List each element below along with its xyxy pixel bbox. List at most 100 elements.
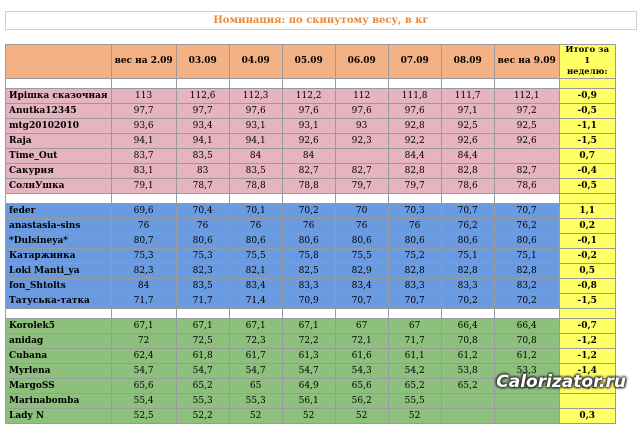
header-date-cell[interactable]: вес на 9.09 — [493, 44, 560, 79]
weight-cell[interactable]: 70 — [334, 203, 389, 219]
weight-cell[interactable]: 75,5 — [334, 248, 389, 264]
weight-cell[interactable]: 53,3 — [493, 363, 560, 379]
weight-cell[interactable]: 83,4 — [334, 278, 389, 294]
weight-cell[interactable]: 92,3 — [334, 133, 389, 149]
weight-cell[interactable]: 92,6 — [493, 133, 560, 149]
weight-cell[interactable]: 76,2 — [440, 218, 495, 234]
weekly-total-cell[interactable] — [558, 393, 616, 409]
weight-cell[interactable]: 78,6 — [493, 178, 560, 194]
header-date-cell[interactable]: 07.09 — [387, 44, 442, 79]
weight-cell[interactable]: 55,3 — [228, 393, 283, 409]
weight-cell[interactable]: 66,4 — [440, 318, 495, 334]
weight-cell[interactable]: 97,7 — [110, 103, 177, 119]
weight-cell[interactable]: 83,5 — [175, 278, 230, 294]
weight-cell[interactable]: 76,2 — [493, 218, 560, 234]
weight-cell[interactable]: 97,6 — [281, 103, 336, 119]
weight-cell[interactable]: 83,4 — [228, 278, 283, 294]
empty-total-cell[interactable] — [558, 193, 616, 204]
header-date-cell[interactable]: вес на 2.09 — [110, 44, 177, 79]
weight-cell[interactable]: 97,7 — [175, 103, 230, 119]
weight-cell[interactable]: 92,6 — [440, 133, 495, 149]
weight-cell[interactable]: 97,6 — [387, 103, 442, 119]
empty-cell[interactable] — [334, 78, 389, 89]
participant-name-cell[interactable]: СолнУшка — [5, 178, 112, 194]
weight-cell[interactable]: 70,2 — [493, 293, 560, 309]
empty-cell[interactable] — [228, 308, 283, 319]
weight-cell[interactable]: 70,7 — [387, 293, 442, 309]
weight-cell[interactable]: 67,1 — [110, 318, 177, 334]
empty-cell[interactable] — [281, 308, 336, 319]
weight-cell[interactable]: 78,7 — [175, 178, 230, 194]
weight-cell[interactable]: 70,3 — [387, 203, 442, 219]
empty-cell[interactable] — [175, 308, 230, 319]
weight-cell[interactable]: 94,1 — [175, 133, 230, 149]
weekly-total-cell[interactable]: 0,2 — [558, 218, 616, 234]
weight-cell[interactable]: 84,4 — [387, 148, 442, 164]
weekly-total-cell[interactable]: -1,1 — [558, 118, 616, 134]
weight-cell[interactable]: 56,2 — [334, 393, 389, 409]
weight-cell[interactable]: 54,7 — [281, 363, 336, 379]
weight-cell[interactable]: 75,8 — [281, 248, 336, 264]
weight-cell[interactable]: 54,2 — [387, 363, 442, 379]
weight-cell[interactable]: 93 — [334, 118, 389, 134]
participant-name-cell[interactable]: *Dulsineya* — [5, 233, 112, 249]
weight-cell[interactable]: 82,7 — [281, 163, 336, 179]
empty-cell[interactable] — [228, 193, 283, 204]
weight-cell[interactable]: 83 — [175, 163, 230, 179]
empty-cell[interactable] — [175, 193, 230, 204]
participant-name-cell[interactable]: Korolek5 — [5, 318, 112, 334]
weight-cell[interactable]: 67 — [334, 318, 389, 334]
weight-cell[interactable]: 64,9 — [281, 378, 336, 394]
participant-name-cell[interactable]: mtg20102010 — [5, 118, 112, 134]
weight-cell[interactable]: 79,7 — [334, 178, 389, 194]
weekly-total-cell[interactable]: -0,5 — [558, 103, 616, 119]
participant-name-cell[interactable]: anidag — [5, 333, 112, 349]
weight-cell[interactable]: 111,7 — [440, 88, 495, 104]
weight-cell[interactable]: 65,6 — [334, 378, 389, 394]
weight-cell[interactable]: 65,6 — [110, 378, 177, 394]
empty-cell[interactable] — [440, 308, 495, 319]
weight-cell[interactable]: 94,1 — [228, 133, 283, 149]
weight-cell[interactable]: 80,6 — [175, 233, 230, 249]
weight-cell[interactable]: 53,8 — [440, 363, 495, 379]
weight-cell[interactable]: 83,2 — [493, 278, 560, 294]
weight-cell[interactable]: 54,3 — [334, 363, 389, 379]
weight-cell[interactable]: 83,5 — [228, 163, 283, 179]
weight-cell[interactable]: 70,1 — [228, 203, 283, 219]
weight-cell[interactable]: 112,3 — [228, 88, 283, 104]
weekly-total-cell[interactable]: -0,5 — [558, 178, 616, 194]
participant-name-cell[interactable]: Ирішка сказочная — [5, 88, 112, 104]
weight-cell[interactable]: 78,8 — [281, 178, 336, 194]
weight-cell[interactable]: 61,6 — [334, 348, 389, 364]
empty-cell[interactable] — [493, 308, 560, 319]
empty-cell[interactable] — [493, 78, 560, 89]
header-date-cell[interactable]: 03.09 — [175, 44, 230, 79]
weight-cell[interactable]: 75,5 — [228, 248, 283, 264]
weight-cell[interactable]: 93,1 — [228, 118, 283, 134]
weekly-total-cell[interactable]: -1,5 — [558, 293, 616, 309]
weight-cell[interactable] — [493, 148, 560, 164]
weekly-total-cell[interactable]: -0,9 — [558, 88, 616, 104]
weight-cell[interactable]: 80,6 — [493, 233, 560, 249]
empty-cell[interactable] — [440, 193, 495, 204]
participant-name-cell[interactable]: Anutka12345 — [5, 103, 112, 119]
empty-cell[interactable] — [387, 78, 442, 89]
weight-cell[interactable]: 97,6 — [228, 103, 283, 119]
weight-cell[interactable]: 79,1 — [110, 178, 177, 194]
empty-cell[interactable] — [493, 193, 560, 204]
weekly-total-cell[interactable]: -0,1 — [558, 233, 616, 249]
empty-cell[interactable] — [334, 193, 389, 204]
weight-cell[interactable]: 70,7 — [440, 203, 495, 219]
weight-cell[interactable]: 112,6 — [175, 88, 230, 104]
participant-name-cell[interactable]: Marinabomba — [5, 393, 112, 409]
weight-cell[interactable]: 67,1 — [281, 318, 336, 334]
weight-cell[interactable]: 92,5 — [440, 118, 495, 134]
weight-cell[interactable]: 83,3 — [281, 278, 336, 294]
weight-cell[interactable]: 54,7 — [175, 363, 230, 379]
weight-cell[interactable]: 70,2 — [281, 203, 336, 219]
weight-cell[interactable]: 61,7 — [228, 348, 283, 364]
participant-name-cell[interactable]: Loki Manti_ya — [5, 263, 112, 279]
weight-cell[interactable]: 65 — [228, 378, 283, 394]
weight-cell[interactable] — [440, 393, 495, 409]
participant-name-cell[interactable]: Катаржинка — [5, 248, 112, 264]
